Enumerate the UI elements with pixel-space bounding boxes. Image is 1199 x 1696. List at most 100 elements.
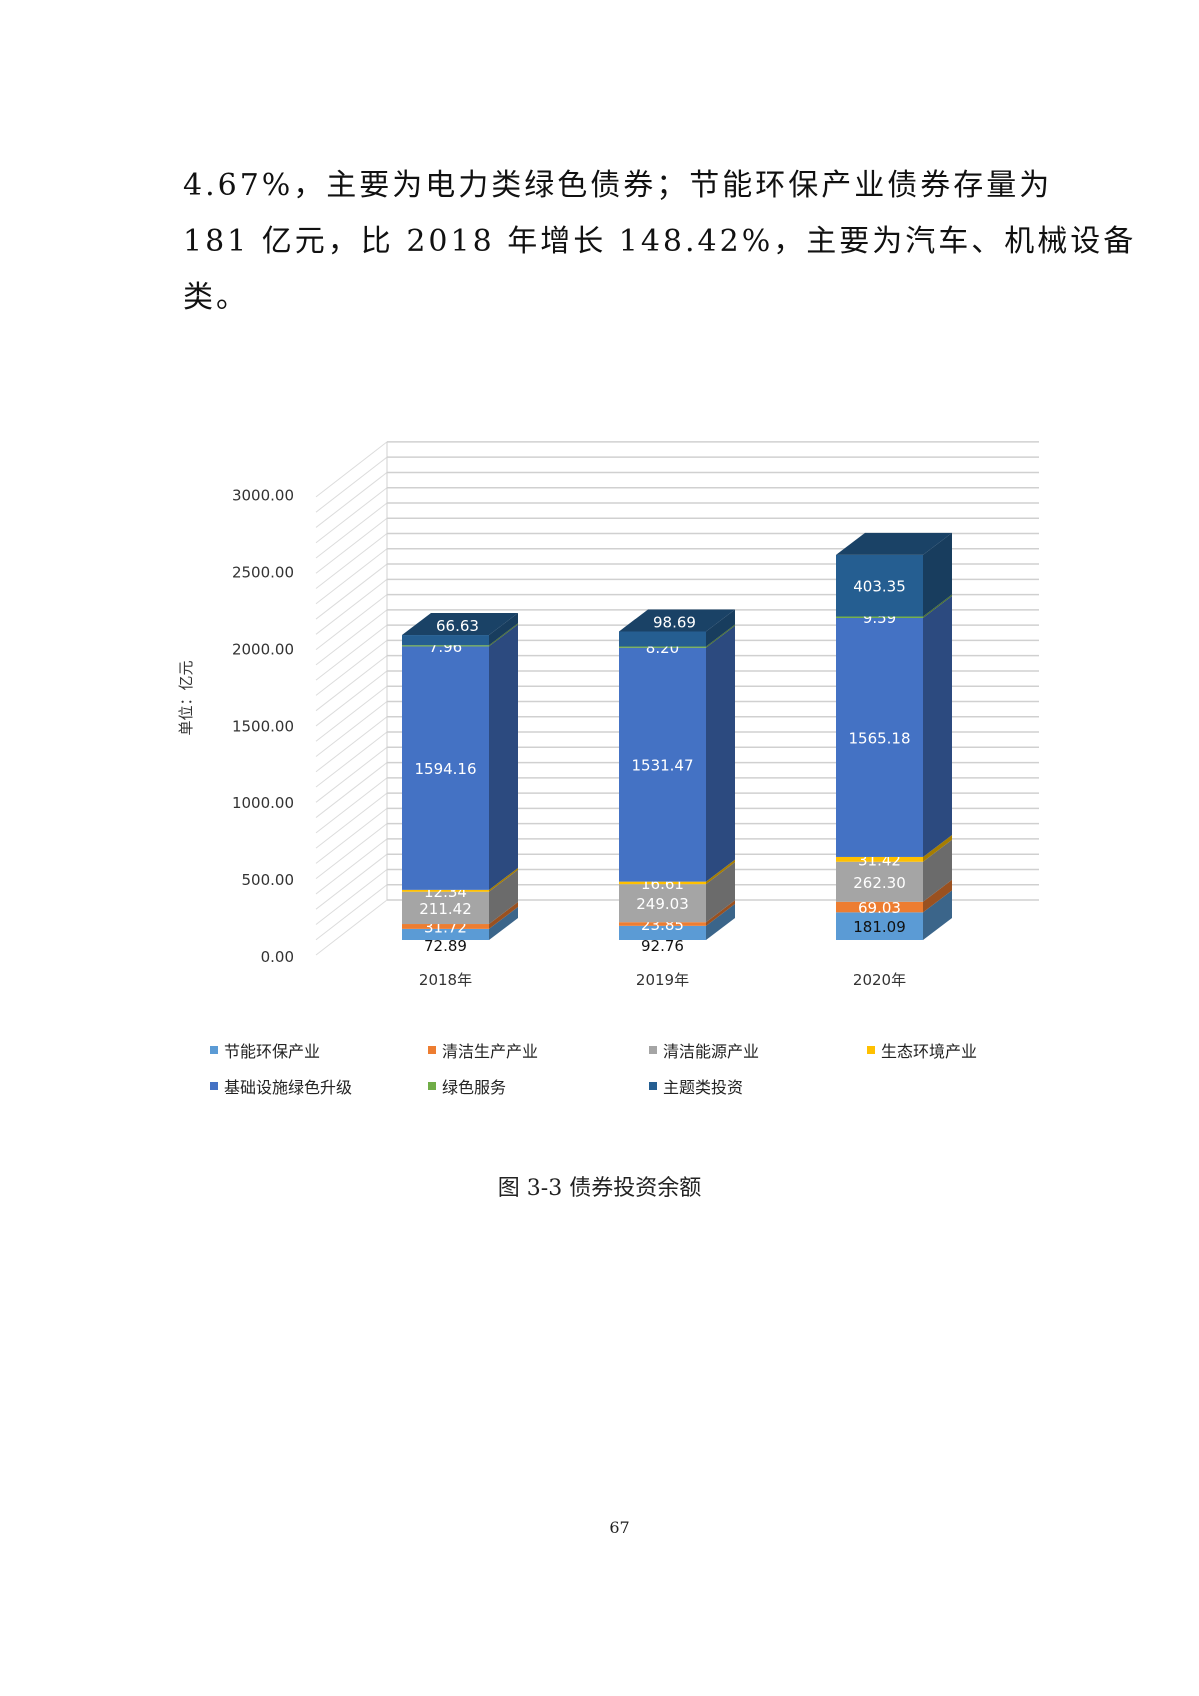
bar-segment xyxy=(619,647,706,882)
bar-side-5 xyxy=(706,624,735,648)
body-text-line-2: 181 亿元，比 2018 年增长 148.42%，主要为汽车、机械设备 xyxy=(183,224,1137,259)
bar-segment xyxy=(836,901,923,913)
side-gridline xyxy=(315,609,388,666)
legend-label: 绿色服务 xyxy=(442,1078,507,1097)
legend-swatch xyxy=(428,1082,436,1090)
legend-item: 基础设施绿色升级 xyxy=(210,1074,352,1098)
data-label: 211.42 xyxy=(419,900,472,918)
bar-segment xyxy=(619,881,706,885)
bar-side-1 xyxy=(489,902,518,929)
side-gridline xyxy=(315,884,388,941)
data-label: 262.30 xyxy=(853,874,906,892)
legend-item: 主题类投资 xyxy=(649,1074,743,1098)
bar-side-2 xyxy=(706,862,735,923)
legend-item: 生态环境产业 xyxy=(867,1038,977,1062)
figure-caption: 图 3-3 债券投资余额 xyxy=(497,1176,702,1201)
legend-swatch xyxy=(867,1046,875,1054)
data-label: 69.03 xyxy=(858,899,901,917)
bar-segment xyxy=(836,616,923,618)
legend-swatch xyxy=(428,1046,436,1054)
x-tick-label: 2019年 xyxy=(636,971,689,989)
bar-top xyxy=(402,613,518,636)
side-gridline xyxy=(315,838,388,895)
legend-swatch xyxy=(210,1046,218,1054)
y-tick-label: 3000.00 xyxy=(232,487,294,505)
data-label: 181.09 xyxy=(853,918,906,936)
legend-label: 清洁生产产业 xyxy=(442,1042,539,1061)
side-gridline xyxy=(315,670,388,727)
side-gridline xyxy=(315,472,388,528)
bar-side-1 xyxy=(923,879,952,913)
bar-side-4 xyxy=(706,625,735,882)
bar-side-6 xyxy=(489,613,518,646)
side-gridline xyxy=(315,578,388,635)
side-gridline xyxy=(315,563,388,620)
bar-segment xyxy=(402,889,489,892)
bar-side-3 xyxy=(489,867,518,892)
bar-segment xyxy=(619,925,706,940)
side-gridline xyxy=(315,716,388,773)
legend-label: 清洁能源产业 xyxy=(663,1042,760,1061)
bar-side-0 xyxy=(923,890,952,940)
data-label: 403.35 xyxy=(853,578,906,596)
y-tick-label: 1500.00 xyxy=(232,717,294,735)
data-label: 1594.16 xyxy=(414,760,476,778)
legend-swatch xyxy=(649,1046,657,1054)
side-gridline xyxy=(315,487,388,544)
bar-side-0 xyxy=(706,903,735,940)
bar-segment xyxy=(836,617,923,857)
legend-item: 节能环保产业 xyxy=(210,1038,320,1062)
bar-side-6 xyxy=(923,532,952,617)
bar-segment xyxy=(619,922,706,926)
side-gridline xyxy=(315,701,388,757)
body-text-line-3: 类。 xyxy=(183,280,249,315)
data-label: 1531.47 xyxy=(631,757,693,775)
data-label: 92.76 xyxy=(641,937,684,955)
legend-item: 清洁能源产业 xyxy=(649,1038,759,1062)
bar-segment xyxy=(402,924,489,929)
bar-segment xyxy=(402,928,489,940)
side-gridline xyxy=(315,594,388,650)
y-tick-label: 1000.00 xyxy=(232,794,294,812)
x-tick-label: 2020年 xyxy=(853,971,906,989)
bar-segment xyxy=(402,646,489,890)
side-gridline xyxy=(315,640,388,696)
y-axis-title: 单位：亿元 xyxy=(177,660,195,735)
bar-segment xyxy=(402,635,489,646)
legend-label: 主题类投资 xyxy=(663,1078,744,1097)
side-gridline xyxy=(315,869,388,925)
side-gridline xyxy=(315,517,388,574)
bar-side-0 xyxy=(489,906,518,940)
y-tick-label: 0.00 xyxy=(261,948,294,966)
side-gridline xyxy=(315,533,388,589)
bar-side-2 xyxy=(489,869,518,925)
side-gridline xyxy=(315,777,388,834)
side-gridline xyxy=(315,685,388,742)
legend-item: 清洁生产产业 xyxy=(428,1038,538,1062)
bar-segment xyxy=(619,646,706,648)
side-gridline xyxy=(315,624,388,681)
data-label: 66.63 xyxy=(436,617,479,635)
side-gridline xyxy=(315,746,388,803)
data-label: 98.69 xyxy=(653,613,696,631)
side-gridline xyxy=(315,823,388,880)
side-gridline xyxy=(315,731,388,788)
bar-top xyxy=(619,609,735,632)
x-tick-label: 2018年 xyxy=(419,971,472,989)
bar-segment xyxy=(836,861,923,902)
bar-side-3 xyxy=(923,834,952,862)
side-gridline xyxy=(315,441,388,498)
bar-side-5 xyxy=(923,594,952,618)
side-gridline xyxy=(315,792,388,849)
data-label: 72.89 xyxy=(424,937,467,955)
side-gridline xyxy=(315,853,388,910)
bar-side-6 xyxy=(706,609,735,647)
legend-label: 基础设施绿色升级 xyxy=(224,1078,353,1097)
bar-segment xyxy=(402,645,489,647)
bar-side-4 xyxy=(923,595,952,857)
bar-side-2 xyxy=(923,839,952,902)
data-label: 1565.18 xyxy=(848,729,910,747)
y-tick-label: 500.00 xyxy=(242,871,295,889)
bar-top xyxy=(836,532,952,555)
